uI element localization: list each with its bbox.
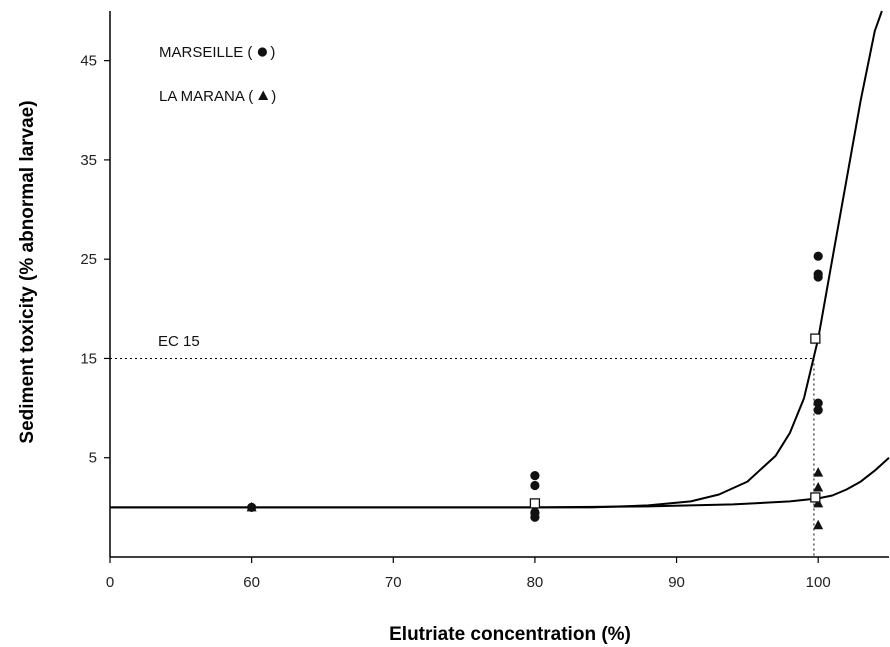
legend-label-la-marana: LA MARANA ( xyxy=(159,88,253,105)
data-point-triangle xyxy=(813,497,824,508)
x-tick-label: 80 xyxy=(527,574,544,591)
x-tick-label: 100 xyxy=(806,574,831,591)
data-point-circle xyxy=(530,470,540,481)
y-tick-label: 35 xyxy=(80,152,97,169)
legend-label-marseille: MARSEILLE ( xyxy=(159,44,252,61)
data-point-triangle xyxy=(813,467,824,477)
x-tick-label: 70 xyxy=(385,574,402,591)
legend: MARSEILLE ( LA MARANA ( )) xyxy=(159,44,276,105)
data-point-open-square xyxy=(529,498,541,509)
legend-circle-icon xyxy=(257,47,267,57)
legend-triangle-icon xyxy=(258,90,269,100)
ec15-annotation: EC 15 xyxy=(158,333,200,350)
data-point-circle xyxy=(813,405,823,415)
legend-close-paren: ) xyxy=(270,44,275,61)
x-axis-title: Elutriate concentration (%) xyxy=(389,624,631,645)
legend-close-paren: ) xyxy=(271,88,276,105)
data-point-circle xyxy=(813,272,823,282)
axis-ticks: 0 60 70 80 90 100 5 15 25 35 45 xyxy=(80,53,830,591)
x-tick-label: 90 xyxy=(668,574,685,591)
y-axis-title: Sediment toxicity (% abnormal larvae) xyxy=(17,100,38,443)
x-tick-label: 60 xyxy=(243,574,260,591)
y-tick-label: 25 xyxy=(80,251,97,268)
y-tick-label: 15 xyxy=(80,350,97,367)
data-points xyxy=(246,251,824,530)
curve-la-marana xyxy=(110,456,890,509)
data-point-triangle xyxy=(813,519,824,530)
data-point-triangle xyxy=(246,501,257,512)
data-point-triangle xyxy=(529,504,540,515)
y-tick-label: 45 xyxy=(80,53,97,70)
data-point-open-square xyxy=(810,492,821,503)
x-tick-label: 0 xyxy=(106,574,114,591)
fit-curves xyxy=(110,10,890,509)
ec15-reference-lines xyxy=(110,357,815,557)
data-point-circle xyxy=(530,512,540,522)
data-point-open-square xyxy=(810,333,821,344)
data-point-circle xyxy=(530,480,540,491)
curve-marseille xyxy=(110,10,883,509)
data-point-triangle xyxy=(813,482,824,492)
axes xyxy=(109,11,889,558)
y-tick-label: 5 xyxy=(89,450,97,467)
data-point-circle xyxy=(813,251,823,261)
data-point-circle xyxy=(813,398,823,408)
